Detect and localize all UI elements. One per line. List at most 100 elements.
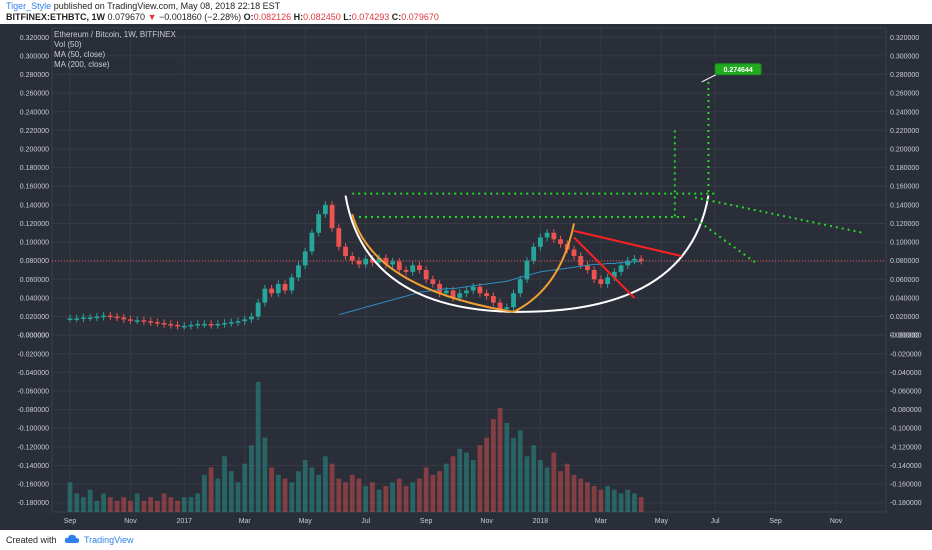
volume-bar [289,482,295,512]
candle-body [504,307,510,310]
candle-body [571,249,577,257]
candle-body [188,324,194,327]
x-tick-label: Mar [239,518,252,525]
y-tick-label-right: -0.080000 [890,407,922,414]
y-tick-label-left: -0.060000 [17,389,49,396]
y-tick-label-left: 0.200000 [20,147,49,154]
candle-body [101,315,106,318]
open-value: 0.082126 [253,12,292,22]
volume-bar [531,445,537,512]
y-tick-label-right: -0.060000 [890,389,922,396]
candle-body [215,323,221,326]
y-tick-label-left: 0.300000 [20,53,49,60]
candle-body [443,290,449,294]
candle-body [269,288,274,294]
volume-bar [511,437,516,512]
volume-bar [154,500,160,512]
volume-bar [275,474,281,512]
target-badge [714,63,762,76]
volume-bar [578,478,584,512]
symbol-label: BITFINEX:ETHBTC, 1W [6,12,105,22]
y-tick-label-left: 0.160000 [20,184,49,191]
y-tick-label-right: -0.160000 [890,482,922,489]
volume-bar [477,445,483,512]
y-tick-label-right: 0.020000 [890,314,919,321]
y-tick-label-right: -0.180000 [890,500,922,507]
x-tick-label: Nov [124,518,137,525]
y-tick-label-left: 0.020000 [20,314,49,321]
volume-bar [490,419,496,512]
candle-body [531,246,537,261]
author-link[interactable]: Tiger_Style [6,1,52,11]
y-tick-label-left: 0.120000 [20,221,49,228]
volume-bar [423,467,429,512]
y-tick-label-left: 0.060000 [20,277,49,284]
volume-bar [336,478,342,512]
candle-body [302,251,308,266]
tradingview-cloud-icon [64,534,80,543]
y-tick-label-right: 0.200000 [890,147,919,154]
volume-bar [457,448,463,512]
volume-bar [249,445,254,512]
volume-bar [363,486,369,512]
candle-body [551,232,557,240]
candle-body [511,293,516,308]
volume-bar [524,456,530,512]
volume-bar [551,452,557,512]
candle-body [417,265,422,270]
ma50-indicator-label[interactable]: MA (50, close) [54,50,106,59]
volume-bar [611,489,617,512]
y-tick-label-right: 0.260000 [890,91,919,98]
tradingview-brand-link[interactable]: TradingView [84,535,134,545]
candle-body [87,317,93,319]
volume-bar [134,493,140,512]
candle-body [423,270,429,280]
candle-body [262,288,268,303]
candle-body [430,279,436,284]
ma-line [338,261,642,316]
x-tick-label: Sep [420,518,433,525]
volume-bar [571,474,577,512]
candle-body [141,320,147,322]
candle-body [403,270,409,272]
candle-body [396,261,402,270]
candle-body [161,323,167,325]
candle-body [275,283,281,294]
candle-body [410,265,416,272]
y-tick-label-left: 0.320000 [20,35,49,42]
low-label: L: [343,12,352,22]
volume-bar [269,467,274,512]
x-tick-label: Sep [769,518,782,525]
volume-bar [497,408,503,512]
y-tick-label-left: -0.020000 [17,351,49,358]
volume-bar [356,478,362,512]
ma200-indicator-label[interactable]: MA (200, close) [54,60,110,69]
volume-bar [67,482,73,512]
volume-bar [107,497,113,512]
y-tick-label-right: 0.160000 [890,184,919,191]
candle-body [309,232,315,252]
y-tick-label-left: -0.120000 [17,444,49,451]
volume-bar [296,471,301,512]
price-chart[interactable]: 0.320000 0.320000 0.300000 0.300000 0.280000… [0,24,932,530]
high-label: H: [293,12,304,22]
volume-indicator-label[interactable]: Vol (50) [54,40,82,49]
volume-bar [168,497,174,512]
guide-diag-2 [694,217,757,264]
volume-bar [544,467,550,512]
volume-bar [128,500,133,512]
volume-bar [161,493,167,512]
y-tick-label-left: 0.140000 [20,202,49,209]
orange-arc-left [351,213,514,313]
y-tick-label-left: 0.100000 [20,240,49,247]
x-tick-label: May [299,518,313,525]
candle-body [605,277,610,284]
candle-body [181,325,187,328]
publish-line: Tiger_Style published on TradingView.com… [6,1,280,11]
candle-body [363,258,369,265]
volume-bar [94,500,100,512]
candle-body [497,302,503,310]
candle-body [349,256,355,261]
volume-bar [215,478,221,512]
volume-bar [383,486,389,512]
